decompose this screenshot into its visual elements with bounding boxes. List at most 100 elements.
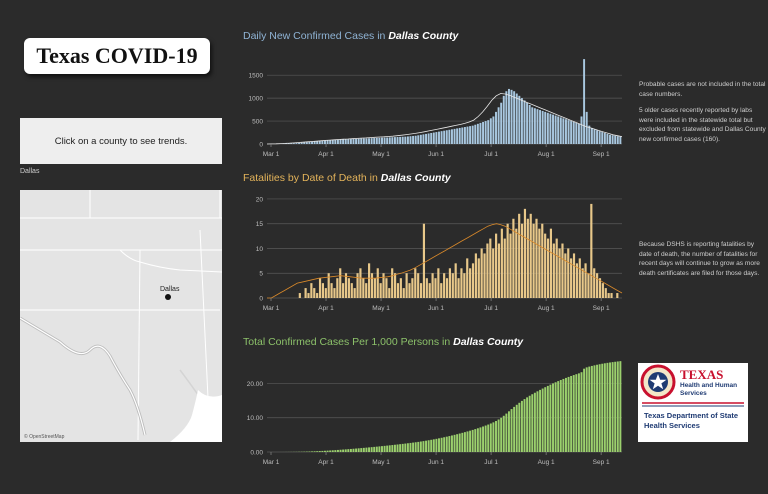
x-tick-label: Jul 1 <box>484 305 498 312</box>
bar <box>362 138 365 144</box>
bar <box>500 417 503 452</box>
county-selector-hint[interactable]: Click on a county to see trends. <box>20 118 222 164</box>
bar <box>378 137 381 144</box>
fatalities-chart[interactable]: 0 5 10 15 20 Mar 1 Apr 1 May 1 Jun 1 Jul 1 Aug 1 Se… <box>243 186 628 328</box>
bar <box>564 253 567 298</box>
bar <box>585 111 588 144</box>
bar <box>419 283 423 298</box>
bar <box>373 278 376 298</box>
bar <box>541 223 544 298</box>
bar <box>308 141 311 144</box>
bar <box>463 273 466 298</box>
bar <box>484 121 487 144</box>
bar <box>298 293 301 298</box>
bar <box>352 138 355 144</box>
bar <box>463 432 466 452</box>
bar <box>385 278 388 298</box>
bar <box>590 365 593 452</box>
bar <box>610 293 613 298</box>
bar <box>402 288 405 298</box>
bar <box>304 288 307 298</box>
map-attribution[interactable]: © OpenStreetMap <box>24 434 65 440</box>
bar <box>355 138 358 144</box>
bar <box>405 273 408 298</box>
bar <box>428 283 431 298</box>
y-tick-label: 0 <box>259 296 263 303</box>
bar <box>370 447 373 452</box>
bar <box>331 139 334 144</box>
x-tick-label: Jun 1 <box>428 459 444 466</box>
bar <box>518 95 521 144</box>
bar <box>445 130 448 144</box>
bar <box>572 375 575 452</box>
bar <box>399 444 402 452</box>
bar <box>541 110 544 144</box>
bar <box>549 113 552 144</box>
bar <box>575 374 578 452</box>
bar <box>619 361 622 452</box>
bar <box>469 268 472 298</box>
bar <box>531 107 534 144</box>
bar <box>440 437 443 452</box>
bar <box>532 223 535 298</box>
total-cases-title-county: Dallas County <box>453 336 524 348</box>
y-tick-label: 20 <box>256 196 264 203</box>
bar <box>523 399 526 452</box>
bar <box>396 137 399 144</box>
bar <box>562 378 565 452</box>
bar <box>417 441 420 452</box>
bar <box>450 129 453 144</box>
bar <box>526 218 529 298</box>
bar <box>311 451 313 452</box>
bar <box>606 362 609 452</box>
bar <box>590 203 593 298</box>
cases-notes: Probable cases are not included in the t… <box>639 80 767 151</box>
bar <box>368 263 371 298</box>
bar <box>435 132 438 144</box>
bar <box>609 134 611 144</box>
bar <box>593 268 596 298</box>
x-tick-label: May 1 <box>372 305 390 312</box>
bar <box>329 450 332 452</box>
bar <box>523 100 526 144</box>
bar <box>353 288 356 298</box>
bar <box>492 116 495 144</box>
x-tick-label: Sep 1 <box>593 459 610 466</box>
bar <box>578 258 581 298</box>
y-tick-label: 10 <box>256 246 264 253</box>
bar <box>445 436 448 452</box>
fatalities-note-text: Because DSHS is reporting fatalities by … <box>639 241 760 277</box>
bar <box>503 238 506 298</box>
bar <box>373 446 376 452</box>
bar <box>370 273 374 298</box>
bar <box>619 136 622 144</box>
bar <box>355 448 358 452</box>
bar <box>559 117 562 144</box>
bar <box>432 439 435 452</box>
bar <box>520 98 523 144</box>
dallas-marker-icon[interactable] <box>165 294 171 300</box>
x-tick-label: Sep 1 <box>593 305 610 312</box>
bar <box>453 128 456 144</box>
bar <box>287 143 290 144</box>
page-title: Texas COVID-19 <box>24 38 210 74</box>
bar <box>427 133 430 144</box>
bar <box>598 364 601 452</box>
county-map[interactable]: Dallas © OpenStreetMap <box>20 190 222 442</box>
daily-cases-title-prefix: Daily New Confirmed Cases in <box>243 30 389 42</box>
bar <box>611 135 614 144</box>
bar <box>474 124 477 144</box>
bar <box>393 273 397 298</box>
bar <box>583 368 586 452</box>
bar <box>518 402 521 452</box>
cases-note-probable: Probable cases are not included in the t… <box>639 81 766 98</box>
bar <box>509 233 512 298</box>
total-cases-chart[interactable]: 0.00 10.00 20.00 Mar 1 Apr 1 May 1 Jun 1 Jul 1 A… <box>243 352 628 474</box>
bar <box>552 243 555 298</box>
bar <box>295 143 298 144</box>
bar <box>529 213 532 298</box>
bar <box>324 288 327 298</box>
bar <box>489 423 492 452</box>
daily-cases-chart[interactable]: 0 500 1000 1500 Mar 1 Apr 1 May 1 Jun 1 Jul 1 Aug… <box>243 52 628 164</box>
bar <box>303 142 306 144</box>
